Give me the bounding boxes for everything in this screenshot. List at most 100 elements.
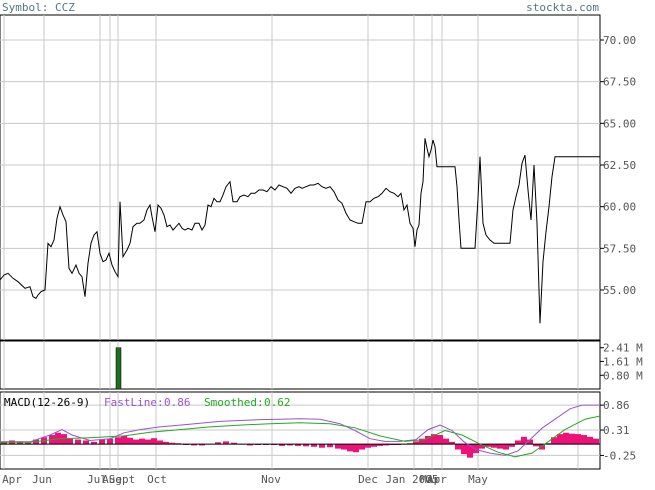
macd-histogram-bar [353, 444, 359, 453]
macd-histogram-bar [419, 438, 425, 445]
macd-histogram-bar [199, 444, 205, 446]
macd-histogram-bar [383, 444, 389, 446]
price-series-line [0, 138, 600, 324]
macd-histogram-bar [157, 440, 163, 445]
macd-histogram-bar [443, 438, 449, 445]
price-ytick-label: 70.00 [603, 34, 636, 47]
macd-fast-label: FastLine: [104, 396, 164, 409]
macd-histogram-bar [99, 439, 105, 445]
macd-histogram-bar [25, 442, 31, 445]
macd-histogram-bar [279, 444, 285, 446]
volume-panel-frame [0, 340, 601, 390]
x-tick-label: Apr [2, 473, 22, 486]
price-ytick-label: 57.50 [603, 242, 636, 255]
macd-histogram-bar [503, 444, 509, 450]
macd-histogram-bar [365, 444, 371, 448]
macd-histogram-bar [437, 435, 443, 445]
volume-ytick-label: 0.80 M [603, 369, 643, 382]
volume-bar [115, 347, 122, 390]
price-ytick-label: 60.00 [603, 201, 636, 214]
macd-histogram-bar [509, 444, 515, 447]
x-tick-label: Jun [32, 473, 52, 486]
macd-title: MACD(12-26-9) [4, 396, 90, 409]
macd-histogram-bar [347, 444, 353, 452]
macd-histogram-bar [191, 444, 197, 446]
macd-histogram-bar [91, 441, 97, 445]
x-tick-label: Dec [358, 473, 378, 486]
macd-histogram-bar [575, 434, 581, 445]
macd-smoothed-value: 0.62 [264, 396, 291, 409]
macd-histogram-bar [163, 441, 169, 445]
price-ytick-label: 55.00 [603, 284, 636, 297]
macd-histogram-bar [359, 444, 365, 450]
volume-ytick-label: 1.61 M [603, 355, 643, 368]
macd-histogram-bar [425, 435, 431, 445]
macd-histogram-bar [377, 444, 383, 446]
x-tick-label: Oct [147, 473, 167, 486]
price-ytick-label: 67.50 [603, 76, 636, 89]
macd-histogram-bar [485, 444, 491, 447]
macd-histogram-bar [533, 444, 539, 447]
macd-ytick-label: -0.25 [603, 449, 636, 462]
x-tick-label: Apr [427, 473, 447, 486]
macd-histogram-bar [215, 442, 221, 445]
macd-smoothed-line [0, 415, 601, 458]
macd-histogram-bar [431, 434, 437, 445]
macd-histogram-bar [449, 441, 455, 445]
macd-histogram-bar [151, 438, 157, 445]
x-tick-label: Jul [87, 473, 107, 486]
macd-fast-line [0, 404, 600, 456]
macd-histogram-bar [287, 444, 293, 446]
macd-histogram-bar [311, 444, 317, 447]
macd-histogram-bar [335, 444, 341, 449]
macd-histogram-bar [61, 434, 67, 445]
macd-smoothed-label: Smoothed: [204, 396, 264, 409]
macd-histogram-bar [75, 439, 81, 445]
macd-histogram-bar [55, 432, 61, 445]
macd-histogram-bar [133, 439, 139, 445]
x-tick-label: May [468, 473, 488, 486]
macd-histogram-bar [1, 441, 7, 445]
macd-histogram-bar [455, 444, 461, 450]
macd-histogram-bar [461, 444, 467, 455]
x-tick-label: Mar [420, 473, 440, 486]
macd-histogram-bar [115, 437, 121, 445]
symbol-label: Symbol: CCZ [2, 1, 75, 14]
site-label: stockta.com [526, 1, 599, 14]
macd-histogram-bar [539, 444, 545, 450]
macd-histogram-bar [231, 442, 237, 445]
macd-histogram-bar [497, 444, 503, 449]
macd-histogram-bar [247, 444, 253, 446]
x-tick-label: Sept [109, 473, 136, 486]
macd-histogram-bar [327, 444, 333, 448]
macd-histogram-bar [303, 444, 309, 447]
macd-histogram-bar [467, 444, 473, 458]
macd-histogram-bar [145, 439, 151, 445]
macd-histogram-bar [557, 434, 563, 445]
macd-histogram-bar [527, 439, 533, 445]
x-tick-label: Aug [102, 473, 122, 486]
price-ytick-label: 62.50 [603, 159, 636, 172]
macd-histogram-bar [563, 432, 569, 445]
macd-histogram-bar [121, 435, 127, 445]
macd-histogram-bar [107, 438, 113, 445]
macd-ytick-label: 0.86 [603, 399, 630, 412]
x-tick-label: Nov [261, 473, 281, 486]
macd-histogram-bar [569, 433, 575, 445]
macd-histogram-bar [551, 437, 557, 445]
macd-fast-value: 0.86 [164, 396, 191, 409]
macd-histogram-bar [521, 436, 527, 445]
volume-ytick-label: 2.41 M [603, 342, 643, 355]
macd-histogram-bar [169, 442, 175, 445]
macd-histogram-bar [67, 438, 73, 445]
macd-histogram-bar [593, 438, 599, 445]
macd-histogram-bar [413, 441, 419, 445]
macd-histogram-bar [127, 437, 133, 445]
macd-histogram-bar [319, 444, 325, 448]
macd-histogram-bar [587, 436, 593, 445]
macd-histogram-bar [515, 440, 521, 445]
macd-histogram-bar [371, 444, 377, 447]
macd-histogram-bar [139, 438, 145, 445]
